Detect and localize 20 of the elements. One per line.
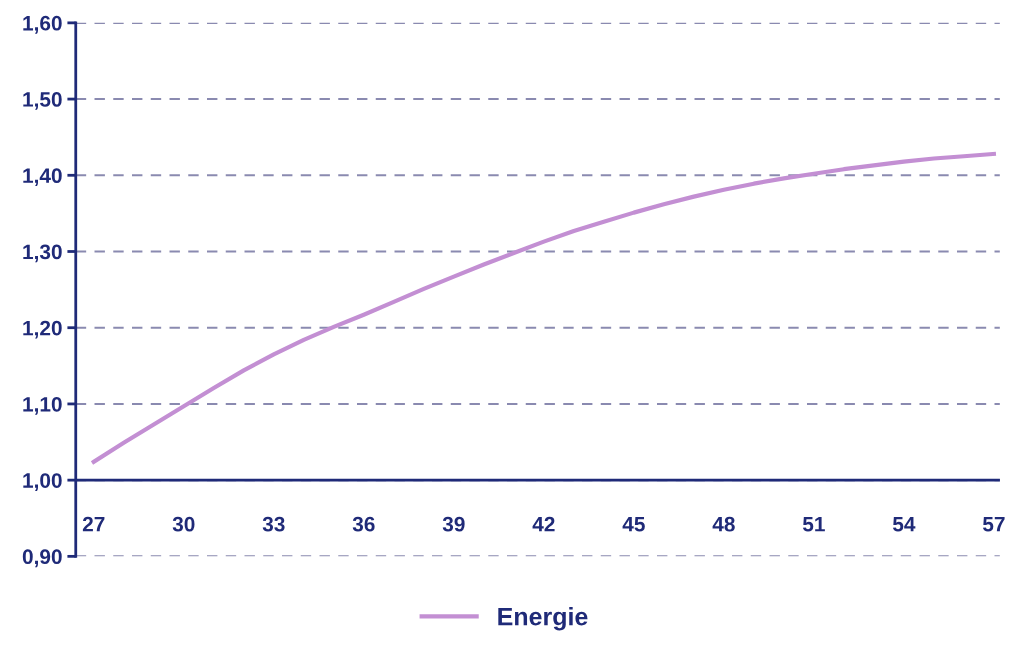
x-tick-label: 36 — [352, 516, 375, 532]
y-tick-label: 1,60 — [23, 15, 62, 34]
x-tick-label: 42 — [532, 516, 555, 532]
x-tick-label: 54 — [892, 517, 916, 532]
legend-label: Energie — [498, 607, 588, 631]
y-tick-label: 1,30 — [23, 244, 62, 263]
x-tick-label: 51 — [802, 517, 825, 532]
y-tick-label: 0,90 — [22, 549, 62, 568]
x-tick-label: 33 — [262, 516, 285, 532]
x-tick-label: 57 — [982, 517, 1005, 532]
x-tick-label: 30 — [172, 516, 195, 532]
y-tick-label: 1,20 — [23, 320, 62, 339]
y-tick-label: 1,40 — [23, 168, 62, 187]
x-tick-label: 39 — [442, 516, 465, 532]
y-tick-label: 1,00 — [23, 473, 62, 491]
x-tick-label: 45 — [622, 517, 645, 532]
y-tick-label: 1,10 — [23, 396, 62, 415]
x-tick-label: 27 — [82, 516, 105, 532]
x-tick-label: 48 — [712, 516, 735, 532]
y-tick-label: 1,50 — [23, 92, 62, 110]
